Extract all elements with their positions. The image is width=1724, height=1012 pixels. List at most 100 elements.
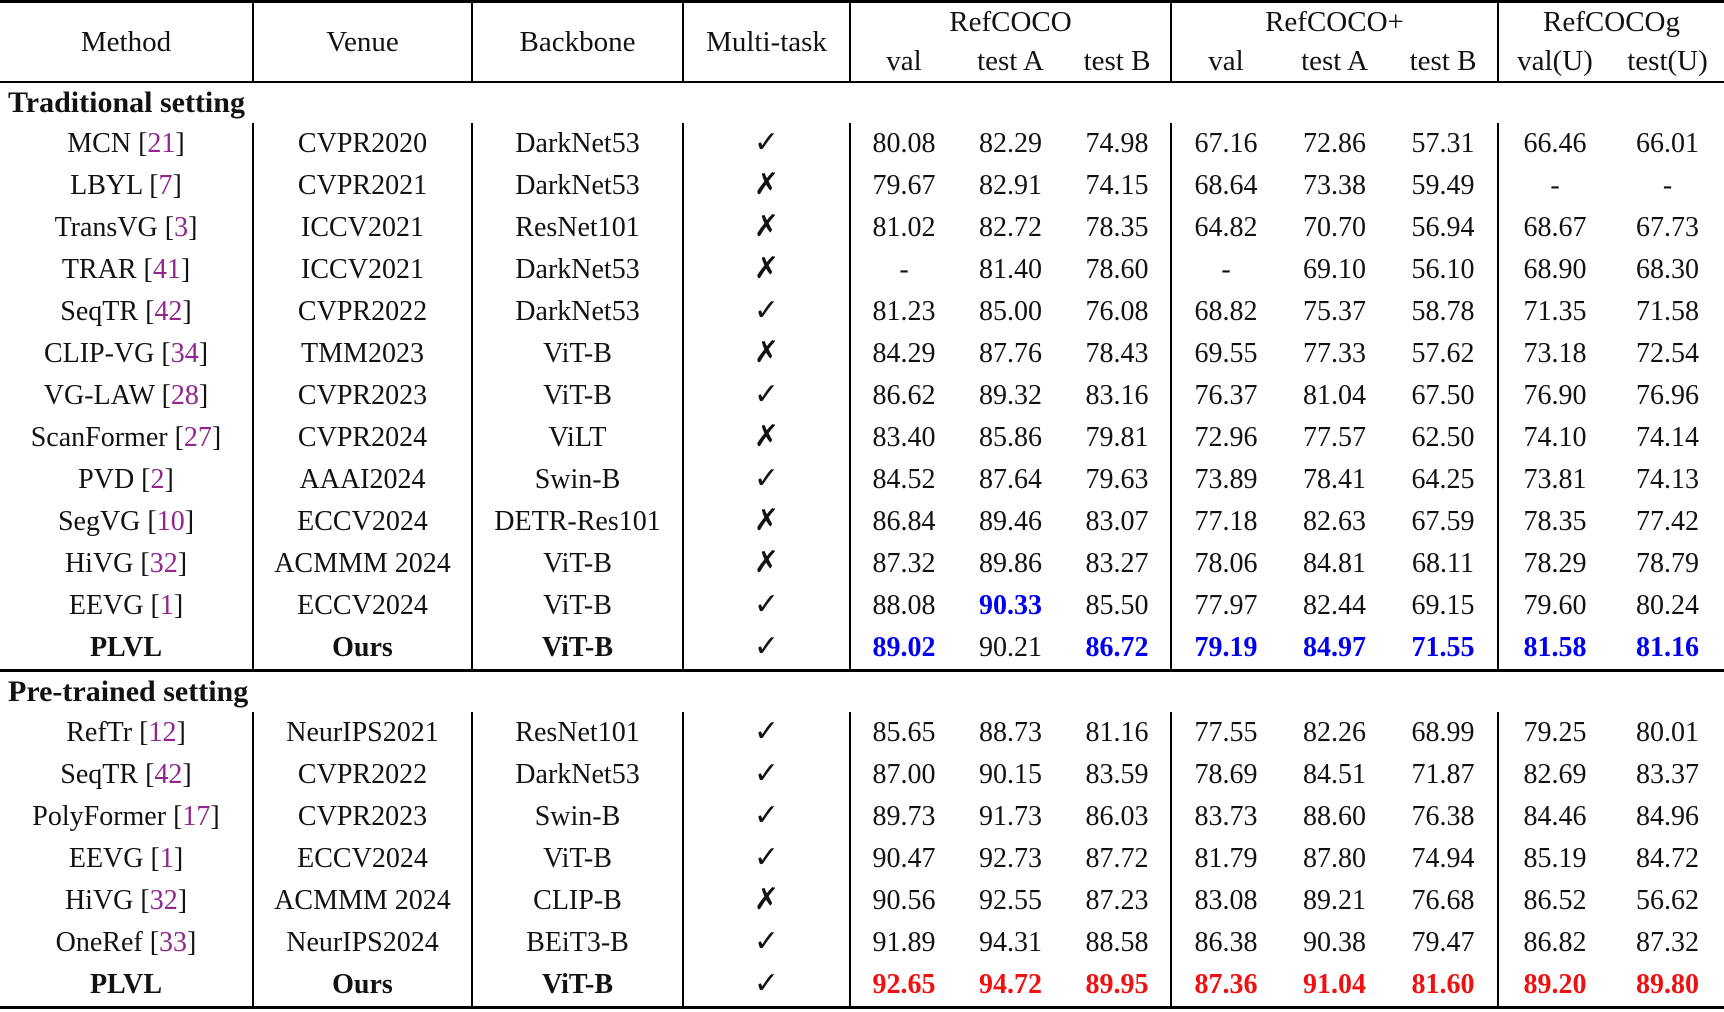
multitask-cell: ✗ bbox=[683, 543, 851, 585]
sub-header-refcoco-val: val bbox=[886, 45, 922, 77]
venue-cell: CVPR2021 bbox=[253, 165, 473, 207]
method-name: SegVG bbox=[57, 506, 141, 537]
score-cell: 91.89 bbox=[872, 927, 936, 958]
checkmark-icon: ✓ bbox=[753, 125, 780, 160]
score-cell: 74.14 bbox=[1636, 422, 1699, 453]
checkmark-icon: ✓ bbox=[753, 714, 780, 749]
section-title: Traditional setting bbox=[8, 86, 245, 119]
score-cell: 81.40 bbox=[979, 254, 1042, 285]
backbone-cell: ResNet101 bbox=[472, 207, 684, 249]
row-seqtr: SeqTR [42] CVPR2022 DarkNet53 ✓ 81.23 85.00 76… bbox=[0, 291, 1724, 333]
citation-ref: 28 bbox=[170, 380, 199, 411]
method-cell: MCN [21] bbox=[0, 123, 254, 165]
cross-icon: ✗ bbox=[753, 419, 780, 454]
venue-cell: ECCV2024 bbox=[253, 501, 473, 543]
score-cell: 69.15 bbox=[1389, 585, 1499, 627]
score-cell: 79.47 bbox=[1389, 922, 1499, 964]
row-trar: TRAR [41] ICCV2021 DarkNet53 ✗ - 81.40 78.60 - 6… bbox=[0, 249, 1724, 291]
score-cell: 82.63 bbox=[1303, 506, 1366, 537]
row-vg-law: VG-LAW [28] CVPR2023 ViT-B ✓ 86.62 89.32 83.16… bbox=[0, 375, 1724, 417]
method-name: OneRef bbox=[55, 927, 143, 958]
score-cell: 71.35 bbox=[1523, 296, 1587, 327]
citation-ref: 21 bbox=[147, 128, 176, 159]
score-cell: 70.70 bbox=[1303, 212, 1366, 243]
checkmark-icon: ✓ bbox=[753, 840, 780, 875]
multitask-cell: ✓ bbox=[683, 459, 851, 501]
score-cell: 83.40 bbox=[872, 422, 936, 453]
backbone-cell: ViT-B bbox=[472, 964, 684, 1008]
backbone-cell: Swin-B bbox=[472, 796, 684, 838]
citation-ref: 3 bbox=[174, 212, 189, 243]
method-cell: LBYL [7] bbox=[0, 165, 254, 207]
score-cell: 73.81 bbox=[1523, 464, 1587, 495]
multitask-cell: ✗ bbox=[683, 501, 851, 543]
score-cell: 78.69 bbox=[1194, 759, 1258, 790]
row-hivg: HiVG [32] ACMMM 2024 CLIP-B ✗ 90.56 92.55 87.2… bbox=[0, 880, 1724, 922]
multitask-cell: ✓ bbox=[683, 627, 851, 671]
citation-ref: 42 bbox=[154, 296, 183, 327]
method-name: TransVG bbox=[54, 212, 158, 243]
venue-cell: ICCV2021 bbox=[253, 249, 473, 291]
score-cell: 89.46 bbox=[979, 506, 1042, 537]
score-cell: 87.36 bbox=[1194, 969, 1258, 1000]
venue-cell: CVPR2023 bbox=[253, 796, 473, 838]
score-cell: 88.08 bbox=[872, 590, 936, 621]
group-header-refcoco: RefCOCO bbox=[850, 1, 1172, 42]
score-cell: 87.00 bbox=[872, 759, 936, 790]
score-cell: 86.72 bbox=[1064, 627, 1172, 671]
sub-header-refcocog-valu: val(U) bbox=[1517, 45, 1593, 77]
method-cell: SeqTR [42] bbox=[0, 754, 254, 796]
venue-cell: ECCV2024 bbox=[253, 838, 473, 880]
method-cell: OneRef [33] bbox=[0, 922, 254, 964]
score-cell: - bbox=[1221, 254, 1231, 285]
score-cell: 90.38 bbox=[1303, 927, 1366, 958]
score-cell: 81.23 bbox=[872, 296, 936, 327]
score-cell: 71.58 bbox=[1636, 296, 1699, 327]
row-seqtr: SeqTR [42] CVPR2022 DarkNet53 ✓ 87.00 90.15 83… bbox=[0, 754, 1724, 796]
citation-ref: 7 bbox=[158, 170, 173, 201]
score-cell: 62.50 bbox=[1389, 417, 1499, 459]
score-cell: 86.82 bbox=[1523, 927, 1587, 958]
row-lbyl: LBYL [7] CVPR2021 DarkNet53 ✗ 79.67 82.91 74.1… bbox=[0, 165, 1724, 207]
score-cell: 86.62 bbox=[872, 380, 936, 411]
score-cell: 79.19 bbox=[1194, 632, 1258, 663]
score-cell: 87.64 bbox=[979, 464, 1042, 495]
method-name: EEVG bbox=[68, 590, 144, 621]
score-cell: 76.96 bbox=[1636, 380, 1699, 411]
backbone-cell: DarkNet53 bbox=[472, 249, 684, 291]
venue-cell: CVPR2023 bbox=[253, 375, 473, 417]
score-cell: 78.35 bbox=[1064, 207, 1172, 249]
row-eevg: EEVG [1] ECCV2024 ViT-B ✓ 88.08 90.33 85.50 77.… bbox=[0, 585, 1724, 627]
score-cell: 86.38 bbox=[1194, 927, 1258, 958]
backbone-cell: DarkNet53 bbox=[472, 754, 684, 796]
checkmark-icon: ✓ bbox=[753, 461, 780, 496]
score-cell: 68.11 bbox=[1389, 543, 1499, 585]
score-cell: 77.33 bbox=[1303, 338, 1366, 369]
score-cell: 81.16 bbox=[1064, 712, 1172, 754]
method-cell: RefTr [12] bbox=[0, 712, 254, 754]
score-cell: 82.44 bbox=[1303, 590, 1366, 621]
score-cell: 64.25 bbox=[1389, 459, 1499, 501]
score-cell: 73.38 bbox=[1303, 170, 1366, 201]
backbone-cell: ViT-B bbox=[472, 375, 684, 417]
score-cell: 72.96 bbox=[1194, 422, 1258, 453]
col-header-multitask: Multi-task bbox=[683, 1, 851, 82]
row-scanformer: ScanFormer [27] CVPR2024 ViLT ✗ 83.40 85.86 79… bbox=[0, 417, 1724, 459]
score-cell: 81.04 bbox=[1303, 380, 1366, 411]
score-cell: 73.89 bbox=[1194, 464, 1258, 495]
score-cell: 58.78 bbox=[1389, 291, 1499, 333]
method-cell: SegVG [10] bbox=[0, 501, 254, 543]
multitask-cell: ✓ bbox=[683, 123, 851, 165]
score-cell: 76.68 bbox=[1389, 880, 1499, 922]
score-cell: 78.41 bbox=[1303, 464, 1366, 495]
score-cell: 59.49 bbox=[1389, 165, 1499, 207]
multitask-cell: ✗ bbox=[683, 880, 851, 922]
venue-cell: CVPR2020 bbox=[253, 123, 473, 165]
score-cell: 81.79 bbox=[1194, 843, 1258, 874]
score-cell: 81.58 bbox=[1523, 632, 1587, 663]
score-cell: 88.73 bbox=[979, 717, 1042, 748]
score-cell: 74.15 bbox=[1064, 165, 1172, 207]
method-name: SeqTR bbox=[60, 759, 139, 790]
citation-ref: 32 bbox=[149, 548, 178, 579]
method-name: HiVG bbox=[64, 885, 134, 916]
